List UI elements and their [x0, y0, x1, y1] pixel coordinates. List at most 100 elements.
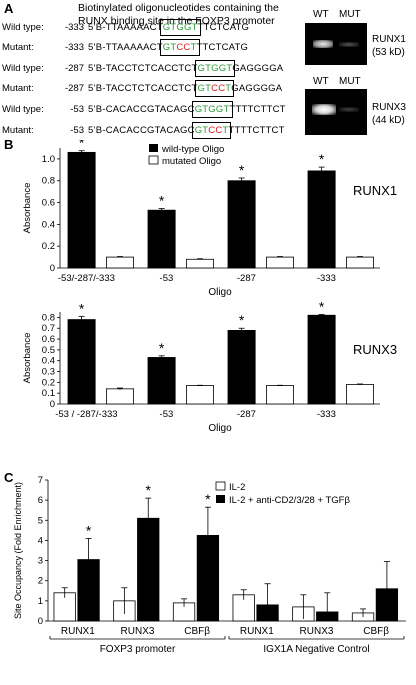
y-axis-label: Absorbance [22, 333, 33, 384]
y-tick-label: 1 [38, 596, 43, 607]
legend-swatch-mutated [148, 155, 159, 165]
blot1-size-label: (53 kD) [372, 47, 405, 58]
y-tick-label: 0 [38, 616, 43, 627]
significance-star: * [239, 162, 245, 178]
x-tick-label: -53 [160, 409, 174, 420]
significance-star: * [205, 491, 211, 507]
runx-binding-site: GTGGT [159, 19, 201, 36]
group-label: IGX1A Negative Control [263, 644, 369, 655]
x-tick-label: RUNX3 [300, 626, 334, 637]
bar [265, 256, 294, 269]
y-tick-label: 0.8 [42, 312, 55, 323]
sequence-text: 5’B-TTAAAAACTGTCCTTTCTCATG [88, 39, 249, 56]
bar [67, 319, 96, 405]
significance-star: * [146, 482, 152, 498]
bar [185, 385, 214, 405]
y-tick-label: 1.0 [42, 154, 55, 165]
y-tick-label: 0.4 [42, 356, 55, 367]
group-label: FOXP3 promoter [100, 644, 176, 655]
y-tick-label: 0.7 [42, 323, 55, 334]
legend-swatch-il2-stim [216, 495, 225, 503]
significance-star: * [319, 298, 325, 314]
x-tick-label: -287 [237, 409, 256, 420]
sequence-row-label: Mutant: [2, 42, 34, 53]
x-tick-label: CBFβ [363, 626, 389, 637]
y-axis-label: Absorbance [22, 183, 33, 234]
bar [106, 388, 135, 405]
significance-star: * [319, 151, 325, 167]
significance-star: * [79, 140, 85, 151]
bar [345, 256, 374, 269]
y-axis-label: Site Occupancy (Fold Enrichment) [13, 482, 23, 619]
bar [265, 385, 294, 405]
blot2-protein-label: RUNX3 [372, 102, 406, 113]
sequence-position: -53 [70, 125, 84, 136]
y-tick-label: 5 [38, 515, 43, 526]
blot2-size-label: (44 kD) [372, 115, 405, 126]
x-tick-label: -333 [317, 273, 336, 284]
sequence-position: -287 [64, 83, 84, 94]
sequence-position: -287 [64, 63, 84, 74]
oligo-description: Biotinylated oligonucleotides containing… [78, 2, 279, 27]
sequence-row-label: Wild type: [2, 63, 44, 74]
y-tick-label: 3 [38, 556, 43, 567]
x-tick-label: -53 / -287/-333 [55, 409, 117, 420]
bar [147, 357, 176, 405]
runx-binding-site: GTCCT [159, 39, 200, 56]
significance-star: * [239, 312, 245, 328]
y-tick-label: 0 [50, 399, 55, 410]
y-tick-label: 0 [50, 263, 55, 274]
bar [147, 209, 176, 269]
sequence-row-label: Mutant: [2, 83, 34, 94]
x-tick-label: CBFβ [184, 626, 210, 637]
legend-label-il2: IL-2 [229, 482, 245, 493]
significance-star: * [86, 522, 92, 538]
sequence-text: 5’B-TACCTCTCACCTCTGTGGTGAGGGGA [88, 60, 284, 77]
runx3-absorbance-chart: 00.10.20.30.40.50.60.70.8 Absorbance Oligo… [22, 298, 397, 434]
bar [185, 258, 214, 269]
bar [106, 256, 135, 269]
y-tick-label: 7 [38, 475, 43, 486]
bar [307, 170, 336, 269]
legend-label-il2-stim: IL-2 + anti-CD2/3/28 + TGFβ [229, 495, 350, 506]
panel-b-letter: B [4, 137, 14, 152]
x-axis-label: Oligo [208, 423, 232, 434]
legend-label-mutated: mutated Oligo [162, 156, 221, 167]
runx-binding-site: GTGGT [194, 60, 236, 77]
blot1-wt-label: WT [313, 9, 329, 20]
y-tick-label: 0.8 [42, 176, 55, 187]
sequence-text: 5’B-CACACCGTACAGCGTGGTTTTTCTTCT [88, 101, 286, 118]
runx1-absorbance-chart: 0 0.2 0.4 0.6 0.8 1.0 Absorbance Oligo RUNX1 * -53… [22, 140, 397, 298]
significance-star: * [159, 340, 165, 356]
sequence-position: -333 [64, 22, 84, 33]
y-tick-label: 4 [38, 535, 43, 546]
x-axis-label: Oligo [208, 287, 232, 298]
blot1-mut-label: MUT [339, 9, 361, 20]
x-tick-label: RUNX1 [61, 626, 95, 637]
legend-swatch-wild-type [149, 144, 158, 152]
sequence-position: -53 [70, 104, 84, 115]
y-tick-label: 0.6 [42, 198, 55, 209]
sequence-text: 5’B-TACCTCTCACCTCTGTCCTGAGGGGA [88, 80, 283, 97]
chart-title: RUNX1 [353, 183, 397, 198]
x-tick-label: RUNX1 [240, 626, 274, 637]
y-tick-label: 0.1 [42, 388, 55, 399]
sequence-row-label: Wild type: [2, 104, 44, 115]
blot2-wt-label: WT [313, 76, 329, 87]
x-tick-label: RUNX3 [121, 626, 155, 637]
runx1-western-blot [305, 23, 367, 65]
x-tick-label: -287 [237, 273, 256, 284]
y-tick-label: 0.6 [42, 334, 55, 345]
panel-a-letter: A [4, 1, 14, 16]
y-tick-label: 6 [38, 495, 43, 506]
y-tick-label: 0.3 [42, 367, 55, 378]
site-occupancy-chart: 0 1 2 3 4 5 6 7 Site Occupancy (Fold Enrichment)… [13, 475, 406, 655]
chart-title: RUNX3 [353, 342, 397, 357]
runx-binding-site: GTCCT [194, 80, 235, 97]
bar [227, 329, 256, 405]
runx3-western-blot [305, 89, 367, 135]
y-tick-label: 0.2 [42, 241, 55, 252]
blot1-protein-label: RUNX1 [372, 34, 406, 45]
significance-star: * [79, 300, 85, 316]
bar [307, 314, 336, 405]
